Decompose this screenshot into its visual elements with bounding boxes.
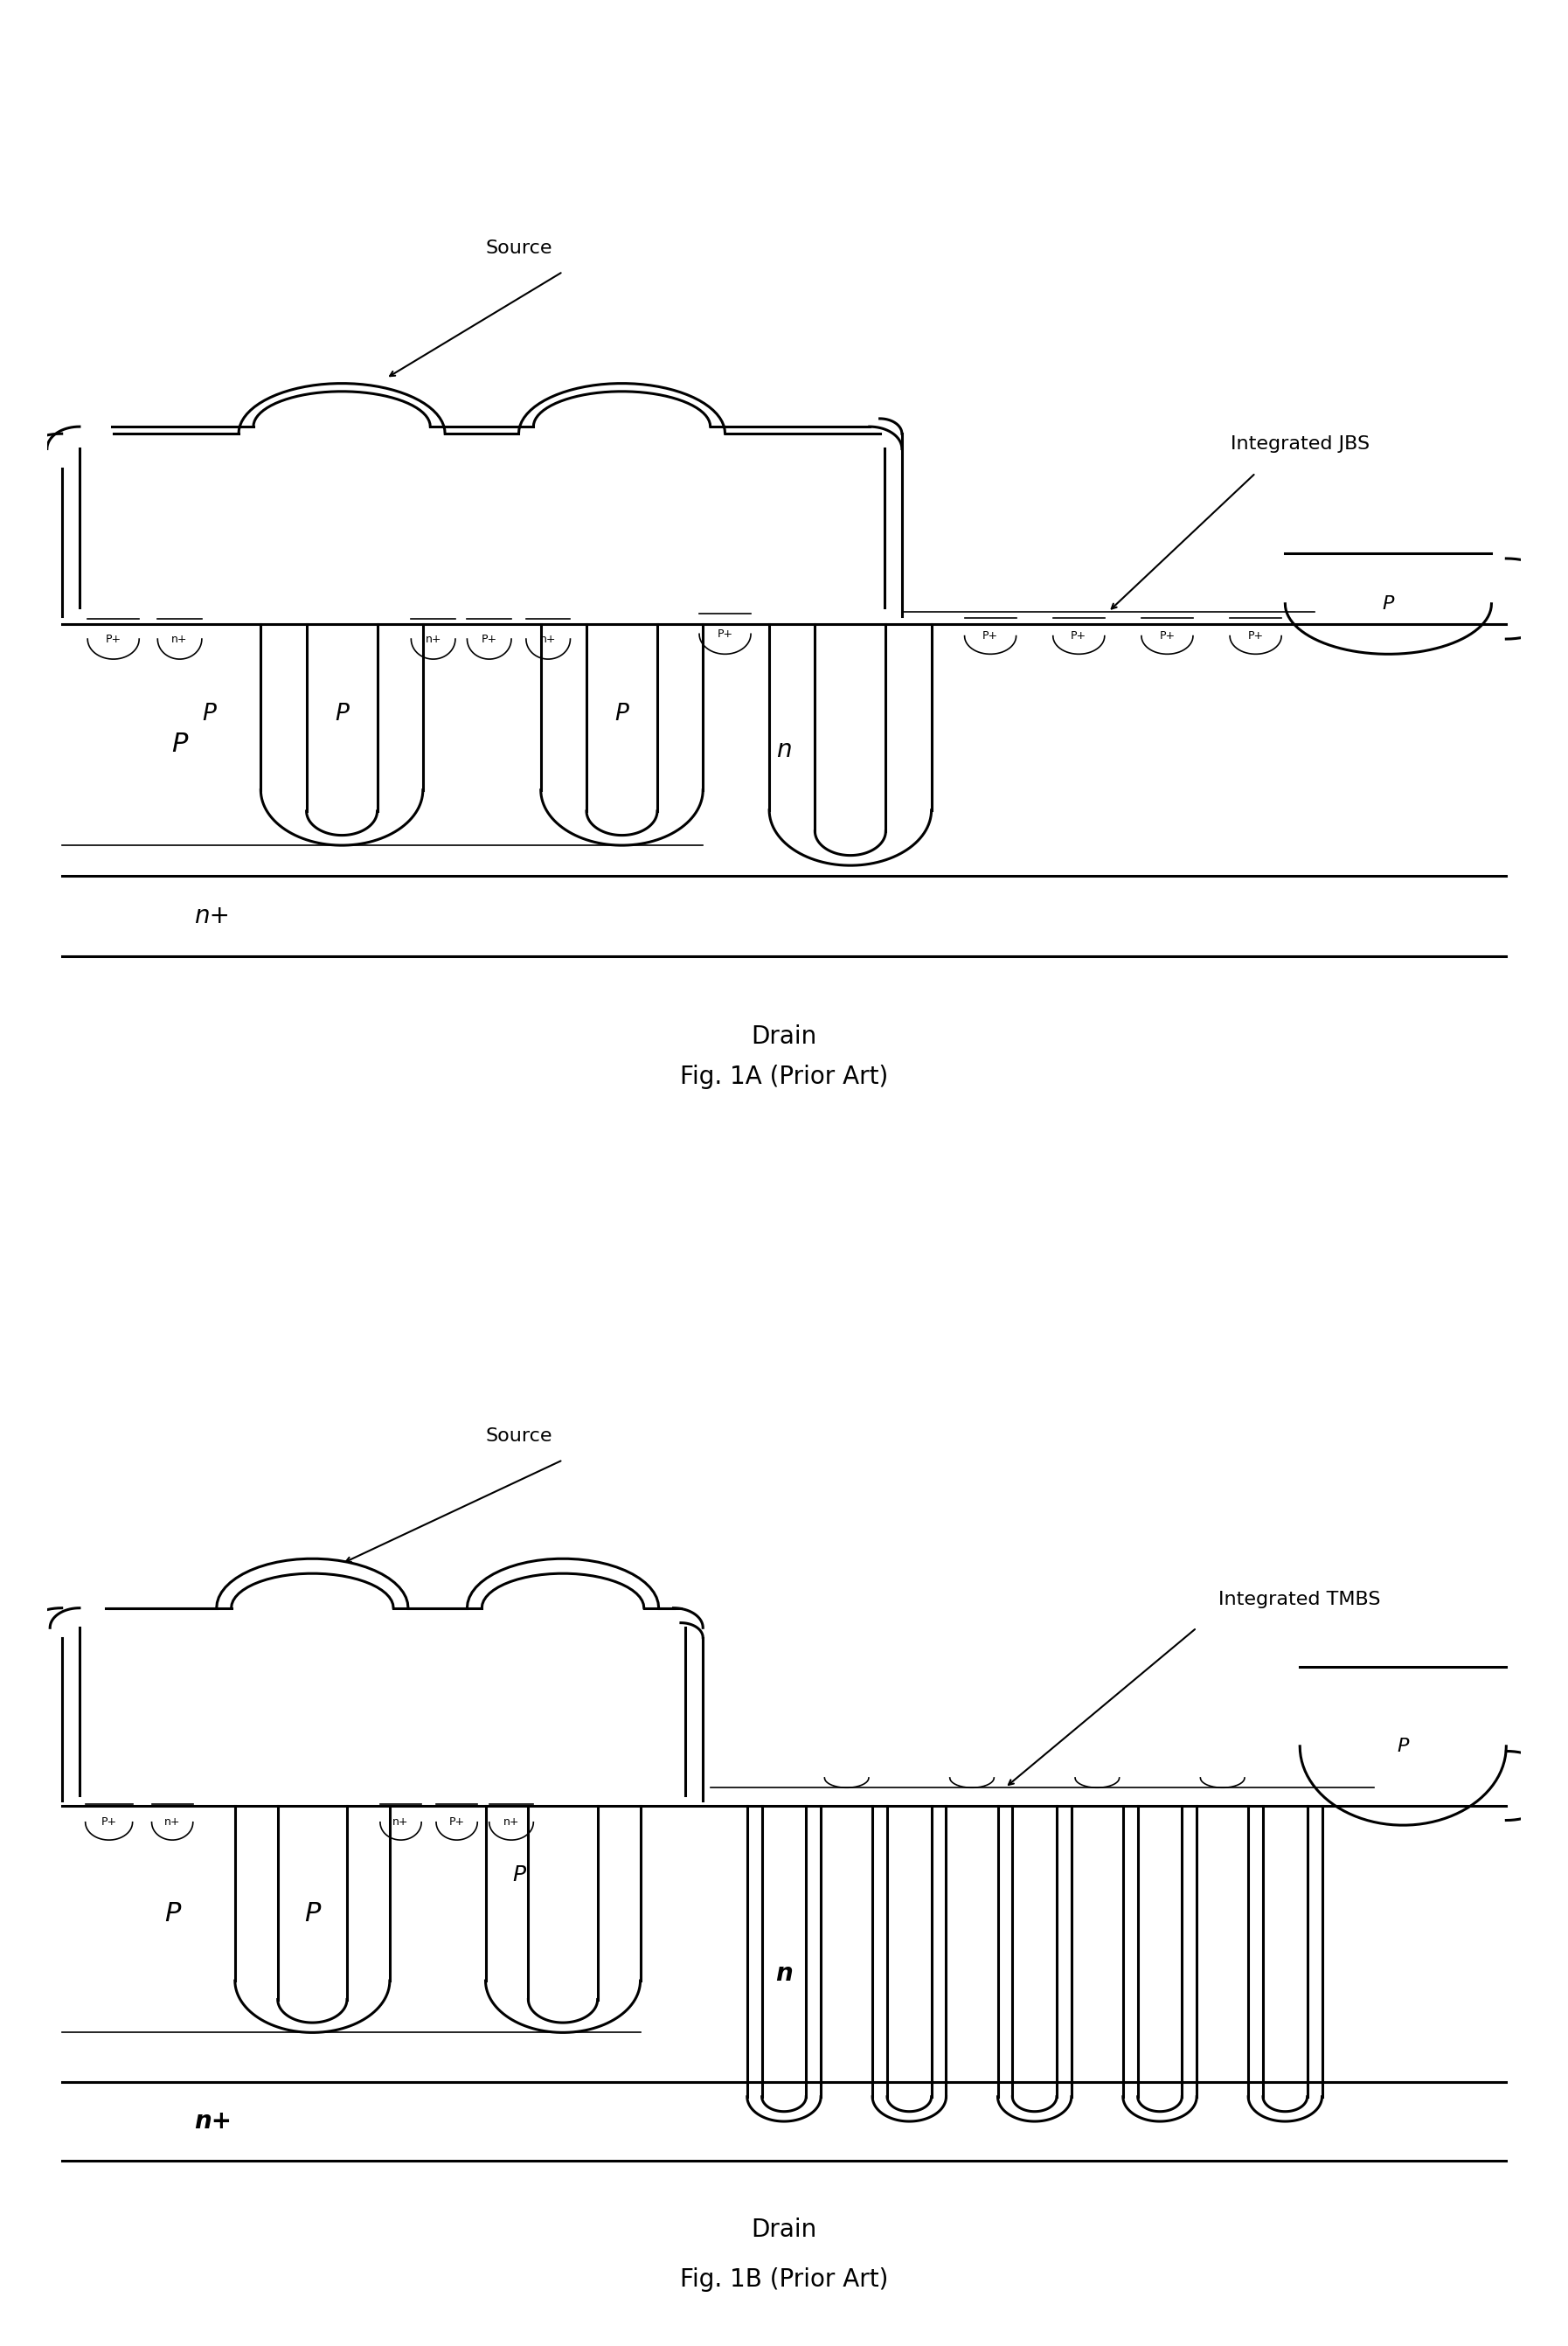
Text: Fig. 1B (Prior Art): Fig. 1B (Prior Art) [681, 2266, 887, 2292]
Text: n+: n+ [392, 1816, 409, 1828]
Text: Integrated JBS: Integrated JBS [1231, 436, 1369, 453]
Text: P: P [336, 704, 348, 725]
Text: n+: n+ [425, 633, 441, 645]
Text: Fig. 1A (Prior Art): Fig. 1A (Prior Art) [681, 1065, 887, 1089]
Text: n+: n+ [503, 1816, 519, 1828]
Text: P: P [202, 704, 216, 725]
Text: Drain: Drain [751, 1025, 817, 1049]
Text: P+: P+ [481, 633, 497, 645]
Text: Source: Source [485, 239, 552, 256]
Text: Integrated TMBS: Integrated TMBS [1218, 1591, 1381, 1607]
Text: n+: n+ [165, 1816, 180, 1828]
Text: n+: n+ [171, 633, 188, 645]
Text: P+: P+ [717, 629, 732, 640]
Text: P+: P+ [448, 1816, 464, 1828]
Text: P: P [171, 732, 188, 758]
Text: P+: P+ [105, 633, 121, 645]
Text: P+: P+ [100, 1816, 118, 1828]
Text: P: P [1397, 1738, 1410, 1755]
Text: P+: P+ [983, 631, 999, 643]
Text: Source: Source [485, 1429, 552, 1445]
Text: Drain: Drain [751, 2217, 817, 2243]
Text: P: P [615, 704, 629, 725]
Text: P: P [304, 1900, 320, 1926]
Text: P: P [165, 1900, 180, 1926]
Text: P+: P+ [1248, 631, 1264, 643]
Text: P: P [513, 1865, 525, 1886]
Text: P: P [1383, 596, 1394, 612]
Text: n+: n+ [539, 633, 557, 645]
Text: n+: n+ [194, 903, 230, 929]
Text: n: n [775, 1961, 793, 1985]
Text: n+: n+ [194, 2109, 232, 2133]
Text: n: n [776, 737, 792, 762]
Text: P+: P+ [1159, 631, 1174, 643]
Text: P+: P+ [1071, 631, 1087, 643]
